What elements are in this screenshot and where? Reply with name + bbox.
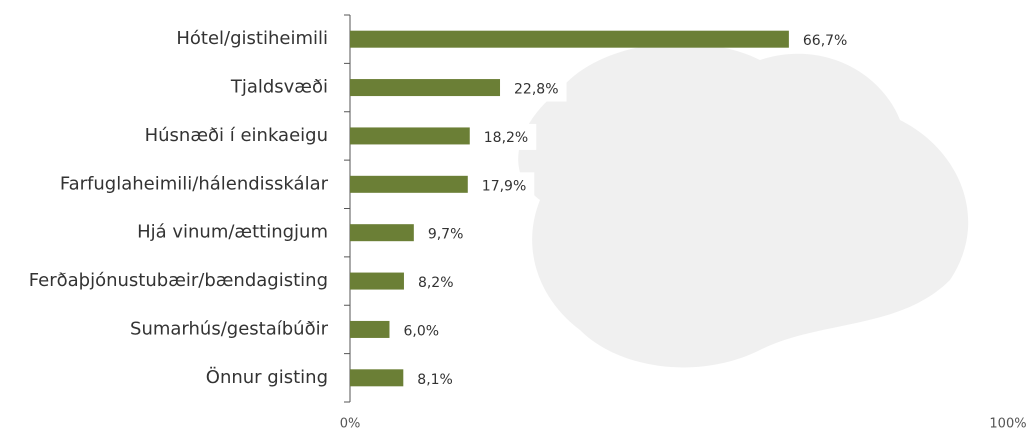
bar xyxy=(350,272,404,290)
y-tick-label: Hótel/gistiheimili xyxy=(176,28,328,49)
value-label-bg xyxy=(409,365,461,392)
bar xyxy=(350,30,789,48)
value-label: 18,2% xyxy=(484,130,528,146)
value-label: 8,2% xyxy=(418,275,454,291)
value-label-bg xyxy=(506,75,567,102)
bar xyxy=(350,369,404,387)
value-label-bg xyxy=(794,27,856,54)
value-label-bg xyxy=(473,172,535,199)
bar xyxy=(350,320,390,338)
value-label-bg xyxy=(395,317,448,344)
value-label: 6,0% xyxy=(403,323,439,339)
value-label: 22,8% xyxy=(514,82,558,98)
x-tick-label: 0% xyxy=(340,417,361,432)
y-tick-label: Farfuglaheimili/hálendisskálar xyxy=(60,173,329,194)
bar xyxy=(350,127,470,145)
value-label-bg xyxy=(475,123,537,150)
y-tick-label: Ferðaþjónustubæir/bændagisting xyxy=(29,270,328,291)
y-tick-label: Hjá vinum/ættingjum xyxy=(137,222,328,243)
y-tick-label: Sumarhús/gestaíbúðir xyxy=(130,318,329,339)
x-tick-label: 100% xyxy=(989,417,1026,432)
value-label: 17,9% xyxy=(482,178,526,194)
y-tick-label: Önnur gisting xyxy=(206,366,328,388)
background-map xyxy=(518,43,969,368)
y-tick-label: Húsnæði í einkaeigu xyxy=(145,125,328,146)
value-label-bg xyxy=(419,220,472,247)
bar xyxy=(350,224,414,242)
bar xyxy=(350,175,468,193)
value-label: 9,7% xyxy=(428,227,464,243)
value-label: 8,1% xyxy=(417,372,453,388)
value-label-bg xyxy=(409,269,462,296)
y-tick-label: Tjaldsvæði xyxy=(230,77,328,98)
value-label: 66,7% xyxy=(803,33,847,49)
bar xyxy=(350,79,501,97)
